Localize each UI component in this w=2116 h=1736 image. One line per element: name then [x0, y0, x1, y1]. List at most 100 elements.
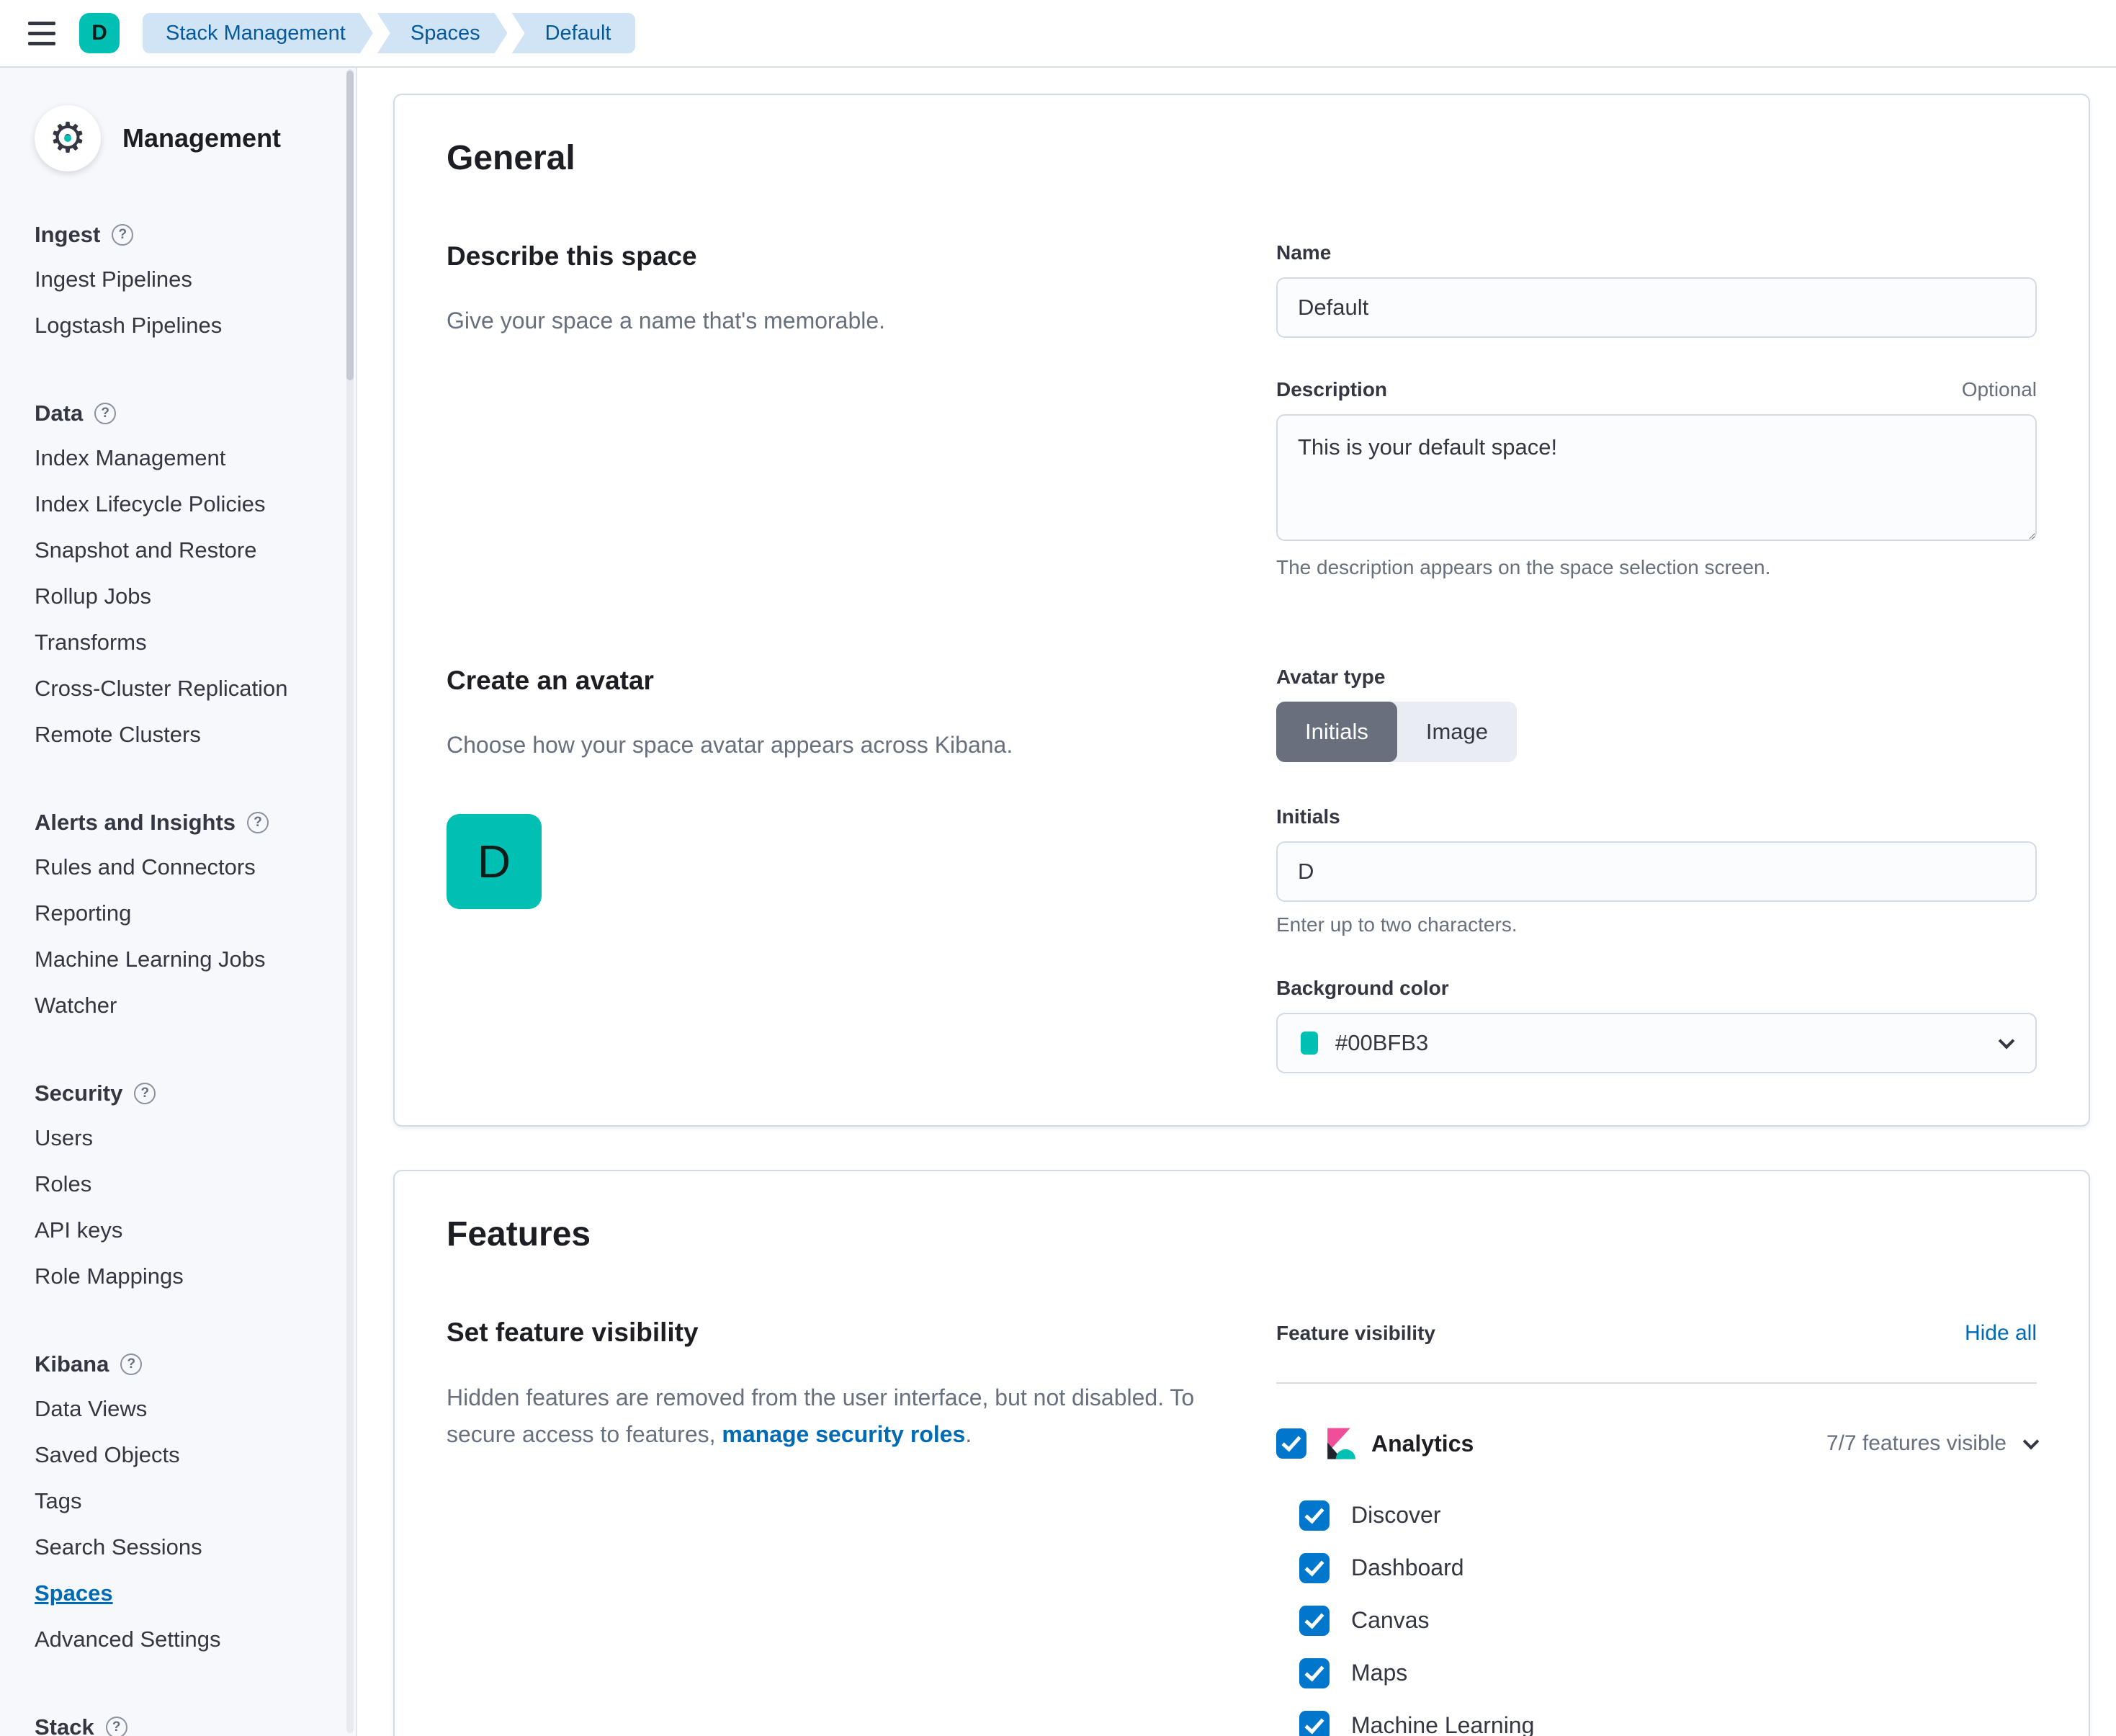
avatar-type-image-button[interactable]: Image — [1425, 719, 1489, 744]
sidebar-item-reporting[interactable]: Reporting — [35, 900, 132, 926]
sidebar-item-role-mappings[interactable]: Role Mappings — [35, 1263, 184, 1289]
initials-input[interactable] — [1276, 841, 2037, 902]
help-icon[interactable] — [112, 224, 134, 246]
section-label: Stack — [35, 1714, 94, 1736]
divider — [1276, 1382, 2037, 1384]
breadcrumb-default[interactable]: Default — [511, 13, 636, 53]
feature-item-dashboard: Dashboard — [1299, 1542, 2037, 1594]
set-feature-visibility-heading: Set feature visibility — [447, 1317, 699, 1347]
discover-label: Discover — [1351, 1502, 1441, 1528]
discover-checkbox[interactable] — [1299, 1500, 1330, 1531]
background-color-label: Background color — [1276, 977, 1449, 999]
space-avatar-small[interactable]: D — [79, 13, 120, 53]
sidebar-item-api-keys[interactable]: API keys — [35, 1217, 123, 1243]
avatar-type-group: Avatar type Initials Image — [1276, 666, 2037, 762]
name-field-group: Name — [1276, 241, 2037, 338]
feature-visibility-label: Feature visibility — [1276, 1322, 1435, 1344]
create-avatar-subtext: Choose how your space avatar appears acr… — [447, 732, 1013, 758]
background-color-group: Background color #00BFB3 — [1276, 977, 2037, 1073]
analytics-children: Discover Dashboard Canvas Maps — [1276, 1489, 2037, 1736]
sidebar-item-search-sessions[interactable]: Search Sessions — [35, 1534, 202, 1560]
optional-badge: Optional — [1961, 378, 2037, 401]
avatar-type-button-group: Initials Image — [1276, 702, 1517, 762]
analytics-count: 7/7 features visible — [1826, 1431, 2007, 1455]
feature-item-discover: Discover — [1299, 1489, 2037, 1542]
menu-hamburger-icon[interactable] — [22, 13, 62, 53]
sidebar-item-advanced-settings[interactable]: Advanced Settings — [35, 1627, 221, 1652]
sidebar-item-rollup-jobs[interactable]: Rollup Jobs — [35, 583, 151, 609]
features-card: Features Set feature visibility Hidden f… — [393, 1170, 2090, 1736]
section-label: Security — [35, 1080, 123, 1106]
sidebar-item-logstash-pipelines[interactable]: Logstash Pipelines — [35, 313, 223, 338]
gear-icon — [35, 105, 101, 171]
sidebar-item-index-lifecycle-policies[interactable]: Index Lifecycle Policies — [35, 491, 266, 516]
section-label: Ingest — [35, 222, 101, 247]
description-label: Description — [1276, 378, 1388, 401]
breadcrumb-stack-management[interactable]: Stack Management — [143, 13, 373, 53]
section-label: Alerts and Insights — [35, 810, 236, 835]
background-color-select[interactable]: #00BFB3 — [1276, 1013, 2037, 1073]
breadcrumb-spaces[interactable]: Spaces — [377, 13, 508, 53]
canvas-checkbox[interactable] — [1299, 1605, 1330, 1636]
sidebar-item-cross-cluster-replication[interactable]: Cross-Cluster Replication — [35, 676, 288, 701]
sidebar-item-snapshot-and-restore[interactable]: Snapshot and Restore — [35, 537, 257, 563]
avatar-preview: D — [447, 813, 542, 909]
sidebar-item-roles[interactable]: Roles — [35, 1171, 92, 1196]
sidebar-item-saved-objects[interactable]: Saved Objects — [35, 1442, 180, 1467]
sidebar-section-data: Data Index Management Index Lifecycle Po… — [35, 401, 327, 758]
sidebar-section-ingest: Ingest Ingest Pipelines Logstash Pipelin… — [35, 222, 327, 349]
machine-learning-checkbox[interactable] — [1299, 1710, 1330, 1736]
sidebar-scrollbar-thumb[interactable] — [346, 71, 354, 380]
help-icon[interactable] — [120, 1354, 143, 1375]
background-color-value: #00BFB3 — [1335, 1030, 1429, 1055]
help-icon[interactable] — [134, 1083, 156, 1104]
general-title: General — [447, 139, 575, 177]
sidebar-item-spaces[interactable]: Spaces — [35, 1580, 113, 1606]
help-icon[interactable] — [94, 403, 117, 424]
name-input[interactable] — [1276, 277, 2037, 338]
features-title: Features — [447, 1215, 591, 1253]
analytics-icon — [1327, 1428, 1355, 1459]
canvas-label: Canvas — [1351, 1607, 1430, 1633]
feature-item-maps: Maps — [1299, 1647, 2037, 1699]
machine-learning-label: Machine Learning — [1351, 1712, 1535, 1736]
dashboard-checkbox[interactable] — [1299, 1552, 1330, 1583]
feature-item-machine-learning: Machine Learning — [1299, 1699, 2037, 1736]
sidebar-item-index-management[interactable]: Index Management — [35, 445, 226, 470]
sidebar-section-alerts-and-insights: Alerts and Insights Rules and Connectors… — [35, 810, 327, 1029]
top-navigation-bar: D Stack Management Spaces Default — [0, 0, 2116, 68]
sidebar-item-data-views[interactable]: Data Views — [35, 1396, 148, 1421]
analytics-checkbox[interactable] — [1276, 1428, 1306, 1459]
avatar-type-initials-button[interactable]: Initials — [1276, 702, 1397, 762]
description-textarea[interactable]: This is your default space! — [1276, 414, 2037, 541]
sidebar-item-ingest-pipelines[interactable]: Ingest Pipelines — [35, 267, 192, 292]
section-label: Kibana — [35, 1351, 109, 1377]
sidebar-item-tags[interactable]: Tags — [35, 1488, 82, 1513]
initials-field-group: Initials Enter up to two characters. — [1276, 805, 2037, 936]
sidebar-section-kibana: Kibana Data Views Saved Objects Tags Sea… — [35, 1351, 327, 1663]
sidebar-item-transforms[interactable]: Transforms — [35, 630, 147, 655]
help-icon[interactable] — [105, 1717, 127, 1736]
manage-security-roles-link[interactable]: manage security roles — [722, 1421, 966, 1448]
general-card: General Describe this space Give your sp… — [393, 94, 2090, 1127]
initials-help-text: Enter up to two characters. — [1276, 913, 1517, 936]
chevron-down-icon[interactable] — [2022, 1433, 2040, 1450]
sidebar-item-remote-clusters[interactable]: Remote Clusters — [35, 722, 201, 747]
hide-all-link[interactable]: Hide all — [1964, 1321, 2037, 1345]
create-avatar-heading: Create an avatar — [447, 666, 654, 695]
maps-checkbox[interactable] — [1299, 1657, 1330, 1688]
description-suffix: . — [965, 1421, 972, 1448]
dashboard-label: Dashboard — [1351, 1554, 1464, 1580]
section-label: Data — [35, 401, 84, 426]
feature-item-canvas: Canvas — [1299, 1594, 2037, 1647]
help-icon[interactable] — [247, 812, 269, 833]
sidebar-item-watcher[interactable]: Watcher — [35, 993, 117, 1018]
description-help-text: The description appears on the space sel… — [1276, 556, 1771, 578]
breadcrumb: Stack Management Spaces Default — [143, 13, 636, 53]
sidebar-item-rules-and-connectors[interactable]: Rules and Connectors — [35, 854, 256, 880]
sidebar-scrollbar-track[interactable] — [346, 69, 354, 1733]
description-text: Hidden features are removed from the use… — [447, 1384, 1195, 1448]
sidebar-item-machine-learning-jobs[interactable]: Machine Learning Jobs — [35, 947, 266, 972]
initials-label: Initials — [1276, 805, 1340, 828]
sidebar-item-users[interactable]: Users — [35, 1125, 93, 1150]
